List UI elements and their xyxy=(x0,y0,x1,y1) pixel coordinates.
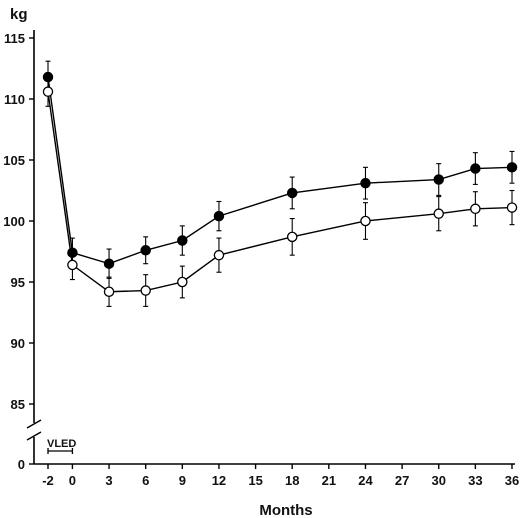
data-point xyxy=(470,203,481,215)
axes xyxy=(26,30,515,465)
x-tick-label: 30 xyxy=(432,473,446,488)
data-point xyxy=(103,258,115,269)
x-tick-label: 15 xyxy=(248,473,262,488)
y-tick-label: 95 xyxy=(11,275,25,290)
data-point xyxy=(360,177,371,189)
x-axis-title: Months xyxy=(259,502,312,518)
y-tick-label: 90 xyxy=(11,336,25,351)
x-tick-label: 12 xyxy=(212,473,226,488)
y-tick-label: 100 xyxy=(3,214,25,229)
x-tick-label: -2 xyxy=(42,473,54,488)
y-axis-break-mark-upper xyxy=(26,419,42,429)
y-axis-break-mark-lower xyxy=(26,431,42,441)
x-tick-label: 24 xyxy=(358,473,373,488)
x-tick-label: 21 xyxy=(322,473,336,488)
series-line xyxy=(47,91,513,293)
data-point xyxy=(213,249,225,261)
vled-label: VLED xyxy=(47,438,76,450)
data-point xyxy=(213,210,225,222)
y-tick-label: 115 xyxy=(4,31,25,46)
data-point xyxy=(433,208,444,219)
data-point xyxy=(42,86,54,97)
y-axis-title: kg xyxy=(10,6,28,23)
x-tick-label: 0 xyxy=(69,473,76,488)
y-axis-ticks: 85 90 95 100 105 110 115 0 xyxy=(3,31,34,472)
data-point xyxy=(286,231,298,243)
data-point xyxy=(360,215,371,227)
data-point xyxy=(140,285,151,296)
data-point xyxy=(433,174,444,185)
y-tick-label: 105 xyxy=(3,153,25,168)
series-1 xyxy=(42,60,518,279)
data-point xyxy=(470,163,481,174)
x-tick-label: 18 xyxy=(285,473,299,488)
x-tick-label: 9 xyxy=(179,473,186,488)
series-line xyxy=(47,76,513,265)
y-tick-label: 85 xyxy=(11,397,25,412)
x-tick-label: 36 xyxy=(505,473,519,488)
y-tick-label-zero: 0 xyxy=(18,457,25,472)
x-axis-ticks: -2 0 3 6 9 12 15 18 21 24 27 30 33 36 xyxy=(42,464,519,488)
vled-annotation: VLED xyxy=(47,438,76,454)
series-2 xyxy=(42,76,518,307)
y-tick-label: 110 xyxy=(4,92,25,107)
x-tick-label: 6 xyxy=(142,473,149,488)
data-point xyxy=(177,276,188,288)
data-point xyxy=(286,187,298,199)
data-point xyxy=(177,235,188,246)
x-tick-label: 33 xyxy=(468,473,482,488)
series-layer xyxy=(42,60,518,307)
data-point xyxy=(140,245,151,256)
data-point xyxy=(67,259,78,271)
data-point xyxy=(103,286,115,298)
data-point xyxy=(506,202,518,213)
data-point xyxy=(506,162,518,173)
x-tick-label: 27 xyxy=(395,473,409,488)
x-tick-label: 3 xyxy=(105,473,112,488)
